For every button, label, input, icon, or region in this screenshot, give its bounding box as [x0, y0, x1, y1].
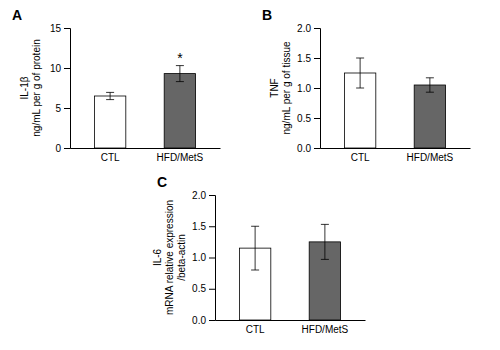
tick-mark: [314, 88, 320, 89]
axis-line: [216, 320, 366, 321]
error-bar: [176, 66, 184, 82]
panel-label: B: [262, 7, 272, 23]
tick: CTL: [101, 152, 120, 163]
tick-label: 0.5: [192, 283, 206, 294]
y-axis-title-line: mRNA relative expression: [164, 200, 175, 315]
tick-label: HFD/MetS: [157, 152, 204, 163]
tick: 0.5: [297, 113, 320, 124]
axis-line: [71, 148, 221, 149]
tick-mark: [64, 148, 70, 149]
tick-label: 15: [50, 23, 62, 34]
marks: [94, 66, 195, 148]
tick-label: 5: [55, 103, 61, 114]
tick-mark: [209, 195, 215, 196]
panel: 0.0 0.5 1.0 1.5 2.0 CTL HFD/MetS TNFng/mL per g…: [262, 7, 471, 163]
tick-mark: [209, 289, 215, 290]
tick-mark: [64, 68, 70, 69]
tick: CTL: [351, 152, 370, 163]
tick: HFD/MetS: [157, 152, 204, 163]
y-axis-title-line: /beta-actin: [176, 234, 187, 281]
axis-line: [64, 29, 71, 149]
tick-mark: [314, 58, 320, 59]
panel: 0.0 0.5 1.0 1.5 2.0 CTL HFD/MetS IL-6mRNA relat…: [152, 174, 366, 335]
axis-line: [321, 148, 471, 149]
tick: 0.5: [192, 283, 215, 294]
error-bar: [356, 58, 364, 88]
tick-label: 10: [50, 63, 62, 74]
axis-line: [209, 196, 216, 321]
x-axis: CTL HFD/MetS: [216, 321, 366, 336]
y-axis: 0.0 0.5 1.0 1.5 2.0: [297, 23, 320, 154]
tick: 1.5: [297, 53, 320, 64]
marks: [239, 224, 340, 320]
y-axis-title: IL-1βng/mL per g of protein: [19, 39, 42, 136]
tick-label: 0.0: [297, 143, 311, 154]
panel-label: A: [12, 7, 22, 23]
tick: 0.0: [297, 143, 320, 154]
panel-label: C: [157, 174, 167, 190]
tick-mark: [209, 226, 215, 227]
y-axis: 0.0 0.5 1.0 1.5 2.0: [192, 190, 215, 326]
tick-label: 2.0: [297, 23, 311, 34]
figure: 0 5 10 15 CTL HFD/MetS IL-1βng/mL per g of pro…: [0, 0, 500, 350]
x-axis: CTL HFD/MetS: [321, 149, 471, 164]
tick: HFD/MetS: [302, 324, 349, 335]
bar: [164, 74, 195, 148]
tick: 1.0: [192, 252, 215, 263]
tick-mark: [314, 28, 320, 29]
tick-mark: [314, 148, 320, 149]
y-axis-title-line: IL-6: [152, 248, 163, 266]
tick-label: 0.5: [297, 113, 311, 124]
tick-label: 0: [55, 143, 61, 154]
tick-label: 1.5: [192, 221, 206, 232]
tick-label: 1.5: [297, 53, 311, 64]
tick: 1.0: [297, 83, 320, 94]
tick: 10: [50, 63, 70, 74]
error-bar: [321, 224, 329, 259]
tick-label: HFD/MetS: [302, 324, 349, 335]
tick: 0.0: [192, 315, 215, 326]
y-axis: 0 5 10 15: [50, 23, 71, 154]
marks: [344, 58, 445, 148]
tick-label: CTL: [101, 152, 120, 163]
bar: [94, 96, 125, 148]
tick-mark: [209, 258, 215, 259]
tick-label: CTL: [351, 152, 370, 163]
tick: 2.0: [192, 190, 215, 201]
tick-label: 2.0: [192, 190, 206, 201]
tick: 5: [55, 103, 70, 114]
axis-line: [314, 29, 321, 149]
tick-label: CTL: [246, 324, 265, 335]
tick-label: 1.0: [297, 83, 311, 94]
tick-label: 1.0: [192, 252, 206, 263]
tick-mark: [64, 28, 70, 29]
y-axis-title: TNFng/mL per g of tissue: [269, 41, 292, 134]
tick: 15: [50, 23, 70, 34]
panel: 0 5 10 15 CTL HFD/MetS IL-1βng/mL per g of pro…: [12, 7, 221, 163]
y-axis-title: IL-6mRNA relative expression/beta-actin: [152, 200, 187, 315]
error-bar: [426, 78, 434, 92]
error-bar: [251, 226, 259, 270]
x-axis: CTL HFD/MetS: [71, 149, 221, 164]
tick: CTL: [246, 324, 265, 335]
tick: HFD/MetS: [407, 152, 454, 163]
error-bar: [106, 92, 114, 99]
tick-mark: [209, 320, 215, 321]
tick: 2.0: [297, 23, 320, 34]
tick: 1.5: [192, 221, 215, 232]
annotation: *: [177, 50, 183, 66]
y-axis-title-line: ng/mL per g of protein: [31, 39, 42, 136]
bar: [414, 85, 445, 148]
y-axis-title-line: TNF: [269, 78, 280, 97]
tick-label: HFD/MetS: [407, 152, 454, 163]
tick-mark: [314, 118, 320, 119]
y-axis-title-line: IL-1β: [19, 76, 30, 99]
tick-mark: [64, 108, 70, 109]
y-axis-title-line: ng/mL per g of tissue: [281, 41, 292, 134]
tick-label: 0.0: [192, 315, 206, 326]
tick: 0: [55, 143, 70, 154]
